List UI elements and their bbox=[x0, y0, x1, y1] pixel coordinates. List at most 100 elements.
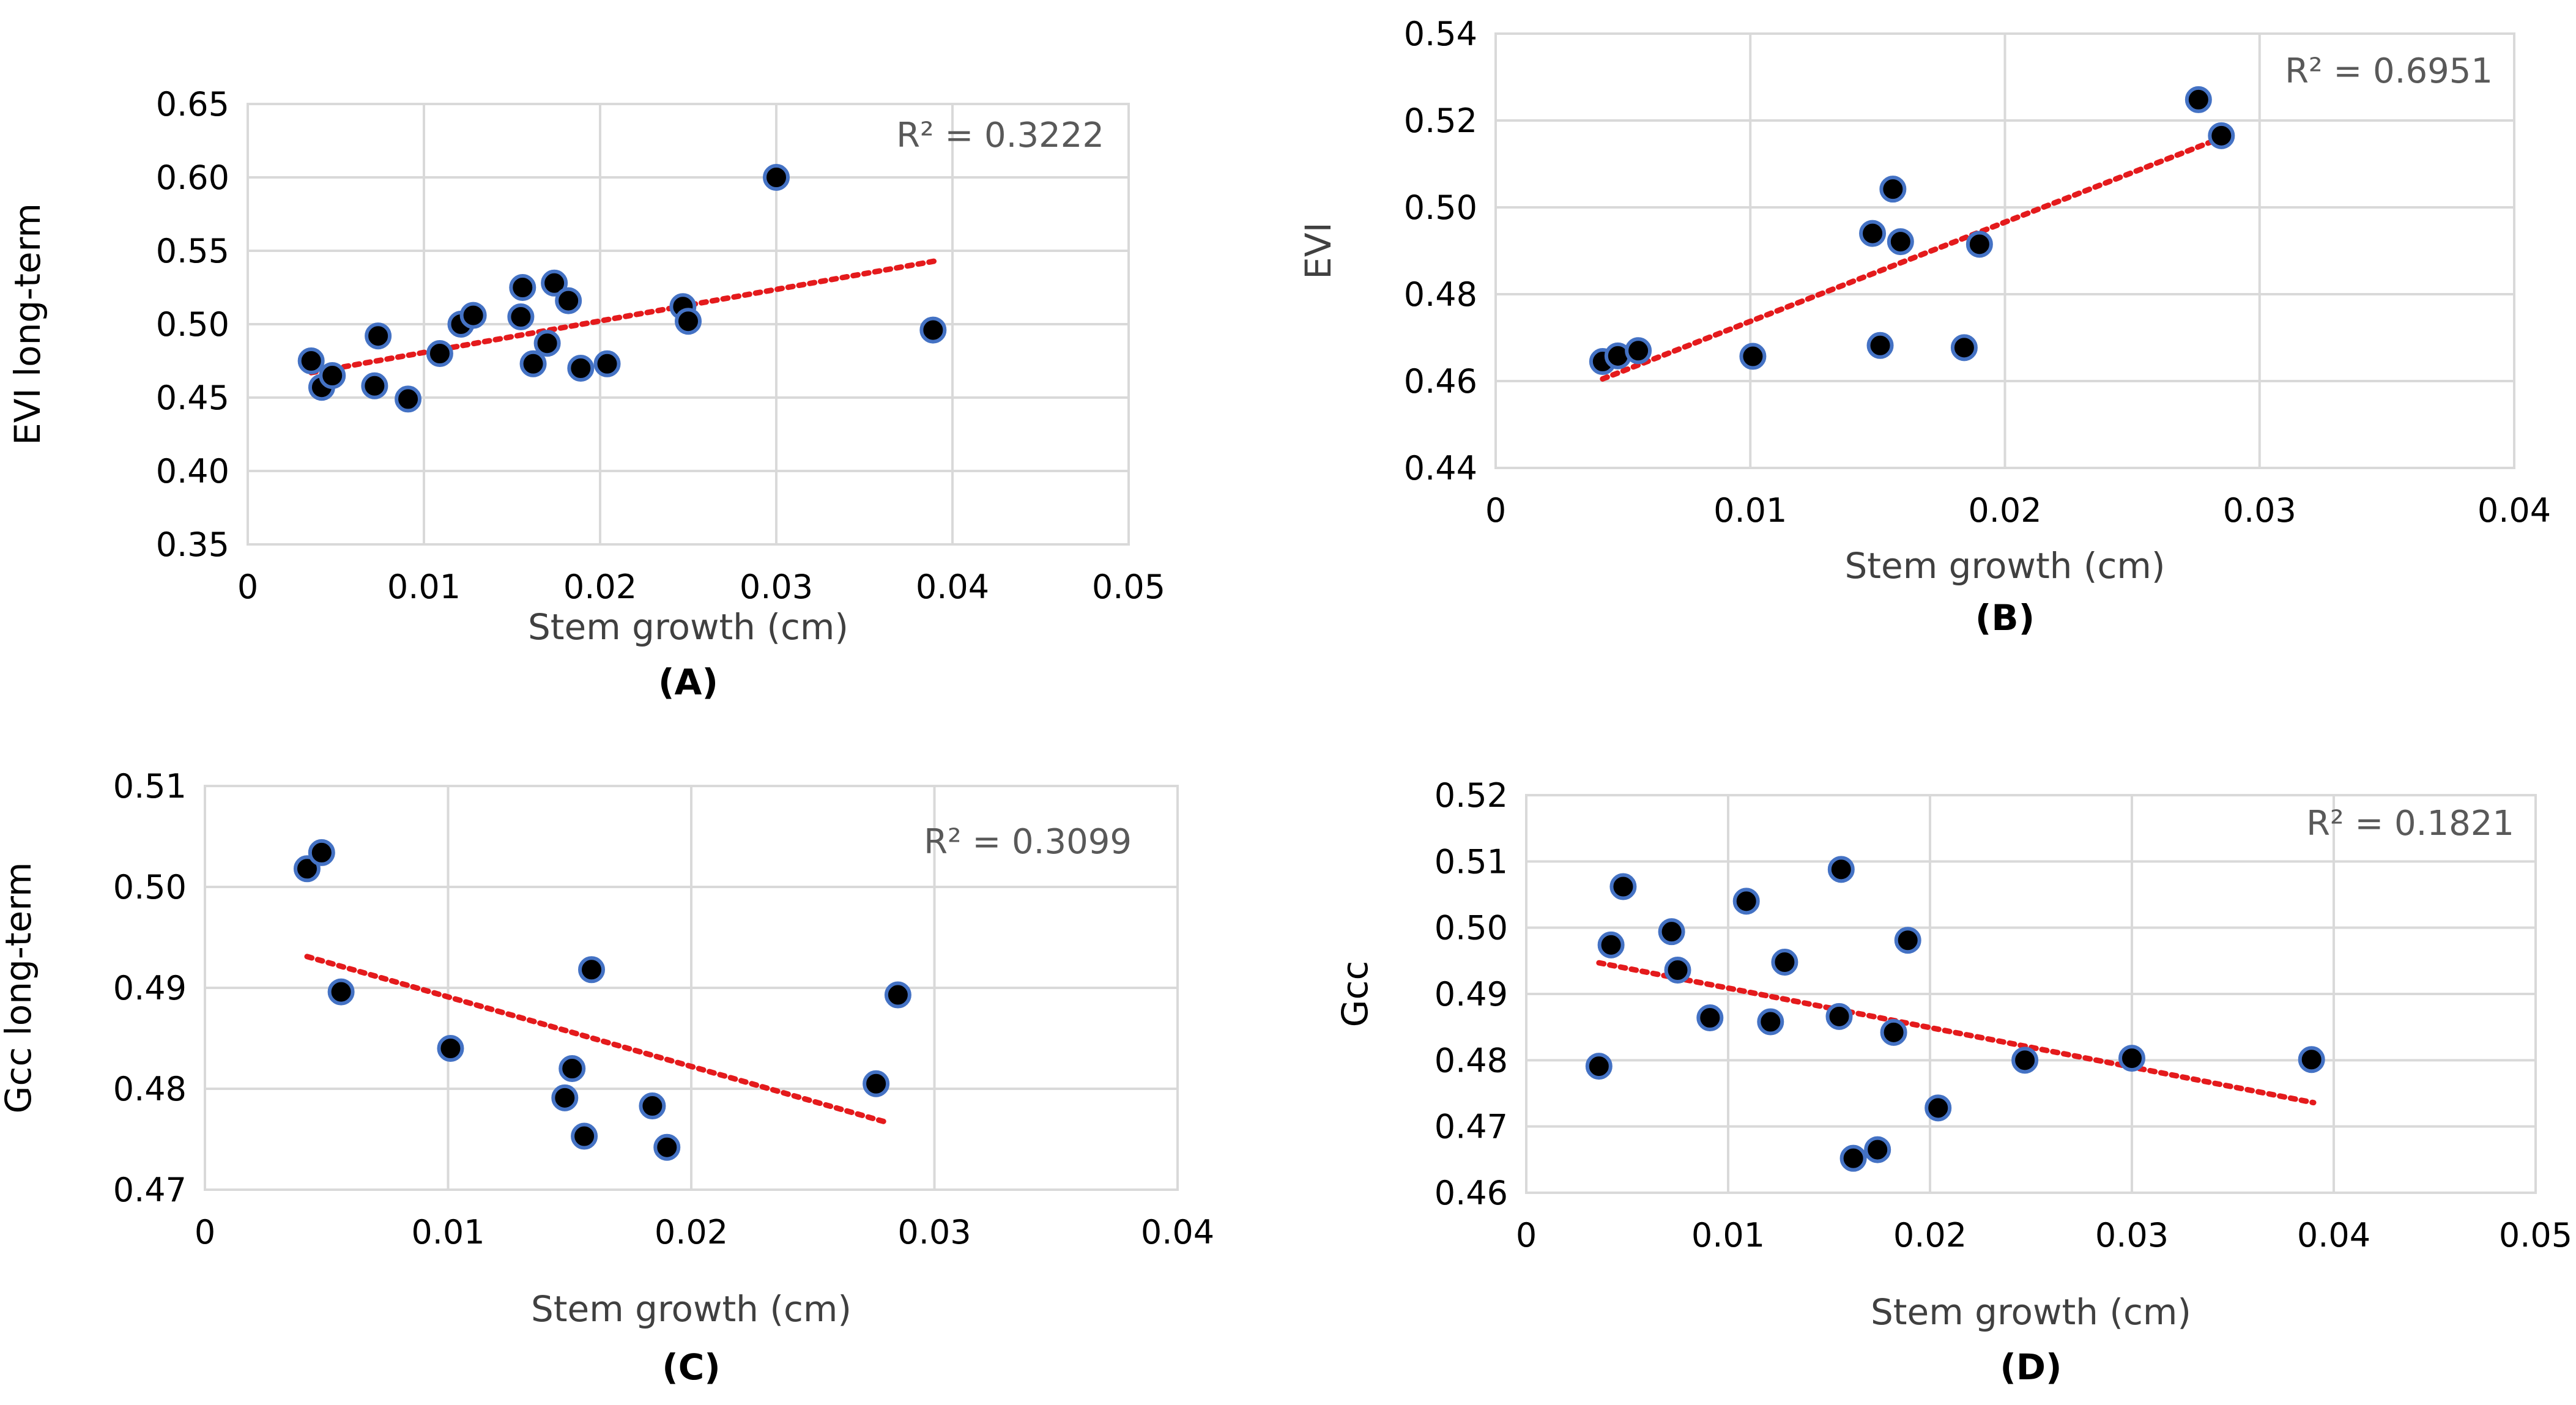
data-point bbox=[863, 1070, 890, 1097]
x-axis-label: Stem growth (cm) bbox=[1844, 545, 2165, 587]
data-point bbox=[426, 340, 453, 367]
y-tick-label: 0.50 bbox=[113, 868, 187, 906]
y-tick-label: 0.48 bbox=[1435, 1041, 1508, 1080]
trendline bbox=[308, 258, 938, 376]
data-point bbox=[1887, 228, 1914, 256]
x-tick-label: 0.04 bbox=[2297, 1216, 2370, 1255]
x-tick-label: 0.01 bbox=[411, 1213, 484, 1251]
r-squared-annotation: R² = 0.1821 bbox=[2306, 804, 2514, 843]
x-tick-label: 0.02 bbox=[1893, 1216, 1967, 1255]
y-tick-label: 0.55 bbox=[156, 232, 229, 270]
y-tick-label: 0.49 bbox=[1435, 975, 1508, 1014]
data-point bbox=[2184, 86, 2212, 113]
data-point bbox=[559, 1055, 586, 1082]
x-tick-label: 0.04 bbox=[1141, 1213, 1214, 1251]
data-point bbox=[1965, 231, 1993, 258]
y-axis-label: EVI bbox=[1297, 222, 1339, 279]
data-point bbox=[1739, 343, 1767, 370]
y-tick-label: 0.49 bbox=[113, 969, 187, 1007]
y-tick-label: 0.48 bbox=[113, 1070, 187, 1108]
x-tick-label: 0.04 bbox=[916, 568, 989, 606]
data-point bbox=[1825, 1003, 1853, 1030]
data-point bbox=[2118, 1045, 2145, 1072]
data-point bbox=[395, 385, 422, 413]
x-tick-label: 0 bbox=[1516, 1216, 1537, 1255]
panel-label: (B) bbox=[1975, 597, 2035, 639]
data-point bbox=[1950, 334, 1978, 361]
y-tick-label: 0.50 bbox=[1404, 188, 1477, 227]
y-tick-label: 0.44 bbox=[1404, 449, 1477, 487]
data-point bbox=[1880, 1018, 1907, 1046]
data-point bbox=[1879, 176, 1907, 203]
data-point bbox=[297, 347, 325, 374]
data-point bbox=[2298, 1046, 2325, 1073]
chart-panel-c: 0 0.01 0.02 0.03 0.04 0.47 0.48 0.49 0.50 0.51 R² … bbox=[0, 767, 1214, 1388]
data-point bbox=[533, 330, 561, 357]
data-point bbox=[507, 303, 535, 330]
trendline bbox=[1600, 135, 2224, 382]
data-point bbox=[1894, 927, 1921, 954]
y-tick-label: 0.51 bbox=[113, 767, 187, 806]
y-tick-label: 0.46 bbox=[1404, 362, 1477, 401]
y-tick-label: 0.46 bbox=[1435, 1174, 1508, 1212]
data-point bbox=[578, 956, 606, 984]
data-point bbox=[361, 372, 388, 399]
r-squared-annotation: R² = 0.6951 bbox=[2285, 51, 2493, 91]
x-tick-label: 0.01 bbox=[1713, 491, 1787, 530]
y-tick-label: 0.54 bbox=[1404, 15, 1477, 53]
x-tick-label: 0.02 bbox=[655, 1213, 728, 1251]
data-point bbox=[1925, 1094, 1952, 1122]
chart-panel-b: 0 0.01 0.02 0.03 0.04 0.44 0.46 0.48 0.50 0.52 0.5… bbox=[1297, 15, 2551, 639]
data-point bbox=[1771, 949, 1798, 976]
y-tick-label: 0.47 bbox=[1435, 1108, 1508, 1146]
x-axis-label: Stem growth (cm) bbox=[528, 606, 848, 648]
x-tick-label: 0.01 bbox=[1691, 1216, 1765, 1255]
data-point bbox=[541, 269, 568, 297]
y-tick-label: 0.52 bbox=[1435, 776, 1508, 815]
x-axis-label: Stem growth (cm) bbox=[531, 1288, 852, 1330]
x-tick-label: 0.05 bbox=[2499, 1216, 2572, 1255]
y-tick-label: 0.65 bbox=[156, 85, 229, 124]
data-point bbox=[555, 287, 582, 314]
data-point bbox=[653, 1133, 681, 1161]
data-point bbox=[1658, 918, 1685, 946]
data-point bbox=[884, 981, 911, 1009]
y-tick-label: 0.40 bbox=[156, 452, 229, 491]
chart-panel-d: 0 0.01 0.02 0.03 0.04 0.05 0.46 0.47 0.48 0.49 0.5… bbox=[1334, 776, 2572, 1388]
y-tick-label: 0.50 bbox=[1435, 909, 1508, 947]
x-tick-label: 0.02 bbox=[1968, 491, 2041, 530]
panel-label: (C) bbox=[662, 1346, 721, 1388]
y-tick-label: 0.50 bbox=[156, 305, 229, 344]
y-tick-label: 0.48 bbox=[1404, 275, 1477, 314]
data-point bbox=[1859, 220, 1887, 247]
data-point bbox=[1839, 1144, 1867, 1172]
chart-panel-a: 0 0.01 0.02 0.03 0.04 0.05 0.35 0.40 0.45 0.50 0.5… bbox=[7, 85, 1165, 703]
data-point bbox=[1625, 337, 1652, 365]
y-axis-label: EVI long-term bbox=[7, 203, 48, 445]
r-squared-annotation: R² = 0.3222 bbox=[896, 116, 1104, 155]
data-point bbox=[1827, 856, 1855, 883]
r-squared-annotation: R² = 0.3099 bbox=[924, 822, 1132, 862]
data-point bbox=[1585, 1053, 1613, 1080]
y-tick-label: 0.60 bbox=[156, 158, 229, 197]
data-point bbox=[293, 855, 321, 883]
data-point bbox=[919, 316, 947, 344]
x-tick-label: 0.03 bbox=[2223, 491, 2296, 530]
data-point bbox=[308, 839, 335, 866]
data-point bbox=[1732, 888, 1760, 915]
data-point bbox=[571, 1122, 598, 1150]
y-tick-label: 0.51 bbox=[1435, 842, 1508, 881]
data-point bbox=[1597, 931, 1625, 958]
x-axis-label: Stem growth (cm) bbox=[1871, 1291, 2191, 1333]
trendline bbox=[304, 954, 889, 1125]
x-tick-label: 0.03 bbox=[740, 568, 813, 606]
y-tick-label: 0.45 bbox=[156, 379, 229, 417]
data-point bbox=[2208, 122, 2235, 149]
x-tick-label: 0 bbox=[195, 1213, 215, 1251]
y-tick-label: 0.47 bbox=[113, 1171, 187, 1209]
y-tick-label: 0.35 bbox=[156, 525, 229, 564]
x-tick-label: 0 bbox=[237, 568, 258, 606]
y-axis-label: Gcc long-term bbox=[0, 862, 39, 1113]
